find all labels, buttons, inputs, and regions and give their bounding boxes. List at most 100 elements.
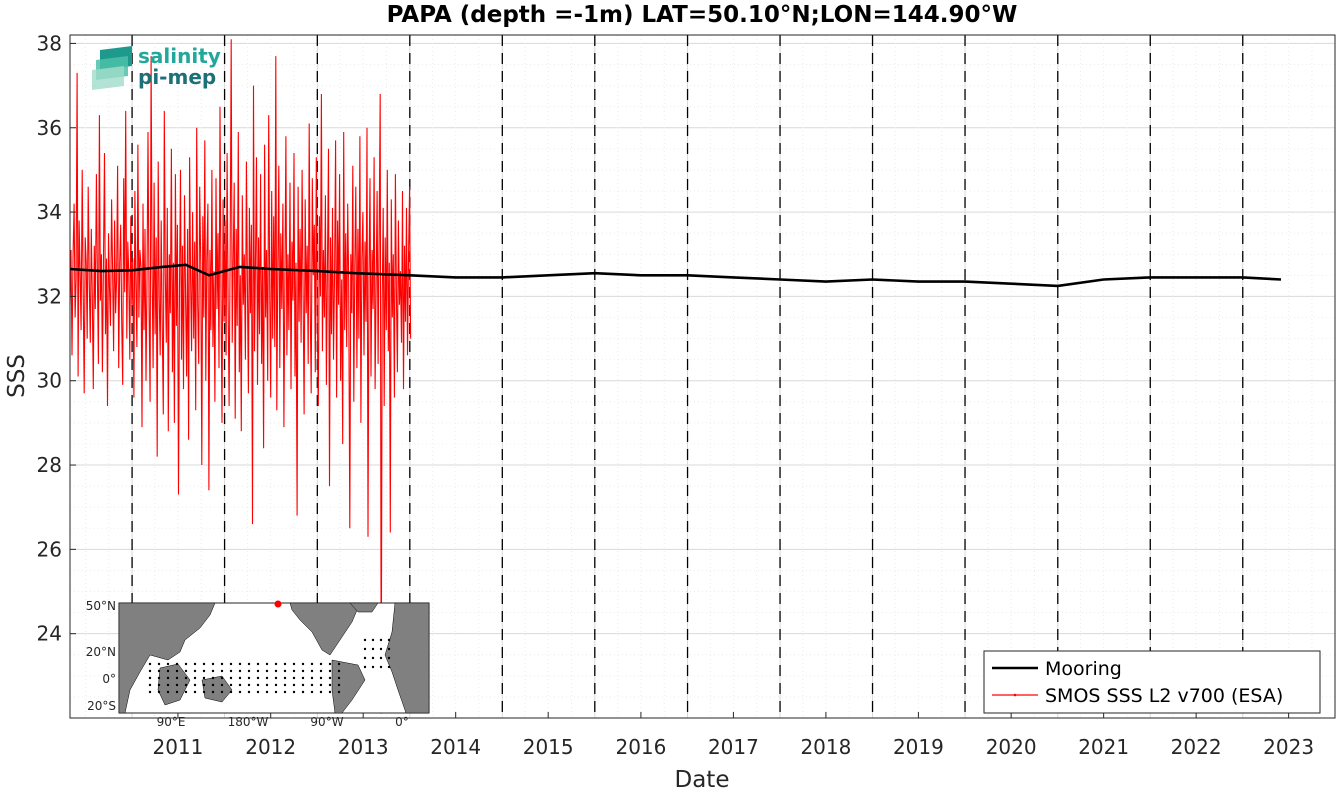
mooring-dot — [363, 656, 367, 660]
mooring-dot — [247, 662, 251, 666]
x-tick-label: 2022 — [1171, 735, 1222, 759]
mooring-dot — [148, 683, 152, 687]
mooring-dot — [337, 690, 341, 694]
mooring-dot — [148, 690, 152, 694]
legend-label-smos: SMOS SSS L2 v700 (ESA) — [1045, 685, 1283, 707]
y-tick-label: 34 — [37, 200, 62, 224]
plot-frame — [69, 34, 1336, 719]
mooring-dot — [379, 638, 383, 642]
mooring-dot — [265, 683, 269, 687]
mooring-dot — [371, 665, 375, 669]
mooring-dot — [256, 669, 260, 673]
mooring-dot — [301, 683, 305, 687]
mooring-dot — [274, 676, 278, 680]
mooring-dot — [229, 669, 233, 673]
x-axis-label: Date — [675, 767, 730, 790]
mooring-dot — [148, 669, 152, 673]
mooring-dot — [229, 690, 233, 694]
salinity-pi-mep-logo: salinity pi-mep — [92, 44, 221, 90]
mooring-dot — [193, 676, 197, 680]
legend-label-mooring: Mooring — [1045, 658, 1122, 680]
mooring-dot — [328, 676, 332, 680]
map-lat-label-20s: 20°S — [87, 699, 116, 713]
mooring-dot — [310, 662, 314, 666]
series-line-mooring — [69, 263, 1282, 288]
series-layer — [69, 39, 1282, 714]
map-lat-label-50n: 50°N — [86, 599, 116, 613]
mooring-dot — [371, 656, 375, 660]
mooring-dot — [202, 662, 206, 666]
mooring-dot — [202, 676, 206, 680]
mooring-dot — [166, 662, 170, 666]
mooring-dot — [220, 676, 224, 680]
mooring-dot — [220, 662, 224, 666]
mooring-dot — [193, 669, 197, 673]
mooring-dot — [184, 690, 188, 694]
x-tick-label: 2015 — [523, 735, 574, 759]
mooring-dot — [211, 690, 215, 694]
mooring-dot — [337, 683, 341, 687]
mooring-dot — [292, 662, 296, 666]
mooring-dot — [184, 669, 188, 673]
mooring-dot — [247, 676, 251, 680]
map-lat-label-20n: 20°N — [86, 645, 116, 659]
y-tick-label: 38 — [37, 31, 62, 55]
mooring-dot — [175, 683, 179, 687]
mooring-dot — [238, 683, 242, 687]
y-axis-ticks: 24 26 28 30 32 34 36 38 — [37, 31, 76, 646]
mooring-dot — [238, 669, 242, 673]
mooring-dot — [379, 647, 383, 651]
mooring-dot — [211, 683, 215, 687]
mooring-dot — [387, 656, 391, 660]
mooring-dot — [238, 676, 242, 680]
mooring-dot — [337, 662, 341, 666]
chart-title: PAPA (depth =-1m) LAT=50.10°N;LON=144.90… — [387, 2, 1018, 28]
mooring-dot — [166, 676, 170, 680]
mooring-dot — [328, 662, 332, 666]
x-tick-label: 2013 — [338, 735, 389, 759]
mooring-dot — [310, 690, 314, 694]
mooring-dot — [387, 647, 391, 651]
x-tick-label: 2020 — [986, 735, 1037, 759]
mooring-dot — [202, 683, 206, 687]
mooring-dot — [274, 683, 278, 687]
mooring-dot — [238, 690, 242, 694]
mooring-dot — [337, 676, 341, 680]
mooring-dot — [265, 676, 269, 680]
mooring-dot — [175, 690, 179, 694]
mooring-dot — [211, 676, 215, 680]
mooring-dot — [319, 683, 323, 687]
mooring-dot — [292, 690, 296, 694]
mooring-dot — [328, 669, 332, 673]
year-boundary-lines — [131, 35, 1244, 718]
mooring-dot — [310, 669, 314, 673]
mooring-dot — [292, 669, 296, 673]
x-tick-label: 2018 — [800, 735, 851, 759]
mooring-dot — [363, 638, 367, 642]
mooring-dot — [157, 669, 161, 673]
mooring-dot — [175, 669, 179, 673]
mooring-dot — [319, 662, 323, 666]
mooring-dot — [202, 669, 206, 673]
mooring-dot — [166, 683, 170, 687]
map-lon-label-0: 0° — [395, 715, 409, 729]
mooring-dot — [283, 676, 287, 680]
y-tick-label: 26 — [37, 537, 62, 561]
mooring-dot — [319, 690, 323, 694]
mooring-dot — [319, 676, 323, 680]
mooring-dot — [265, 662, 269, 666]
mooring-dot — [193, 662, 197, 666]
x-tick-label: 2021 — [1078, 735, 1129, 759]
mooring-dot — [310, 683, 314, 687]
y-axis-label: SSS — [4, 354, 30, 398]
mooring-dot — [301, 676, 305, 680]
inset-world-map: 50°N 20°N 0° 20°S 90°E 180°W 90°W 0° — [86, 599, 430, 729]
mooring-dot — [256, 676, 260, 680]
y-tick-label: 36 — [37, 116, 62, 140]
mooring-dot — [229, 662, 233, 666]
mooring-dot — [265, 690, 269, 694]
mooring-dot — [283, 683, 287, 687]
mooring-dot — [184, 662, 188, 666]
map-lat-label-0: 0° — [102, 672, 116, 686]
